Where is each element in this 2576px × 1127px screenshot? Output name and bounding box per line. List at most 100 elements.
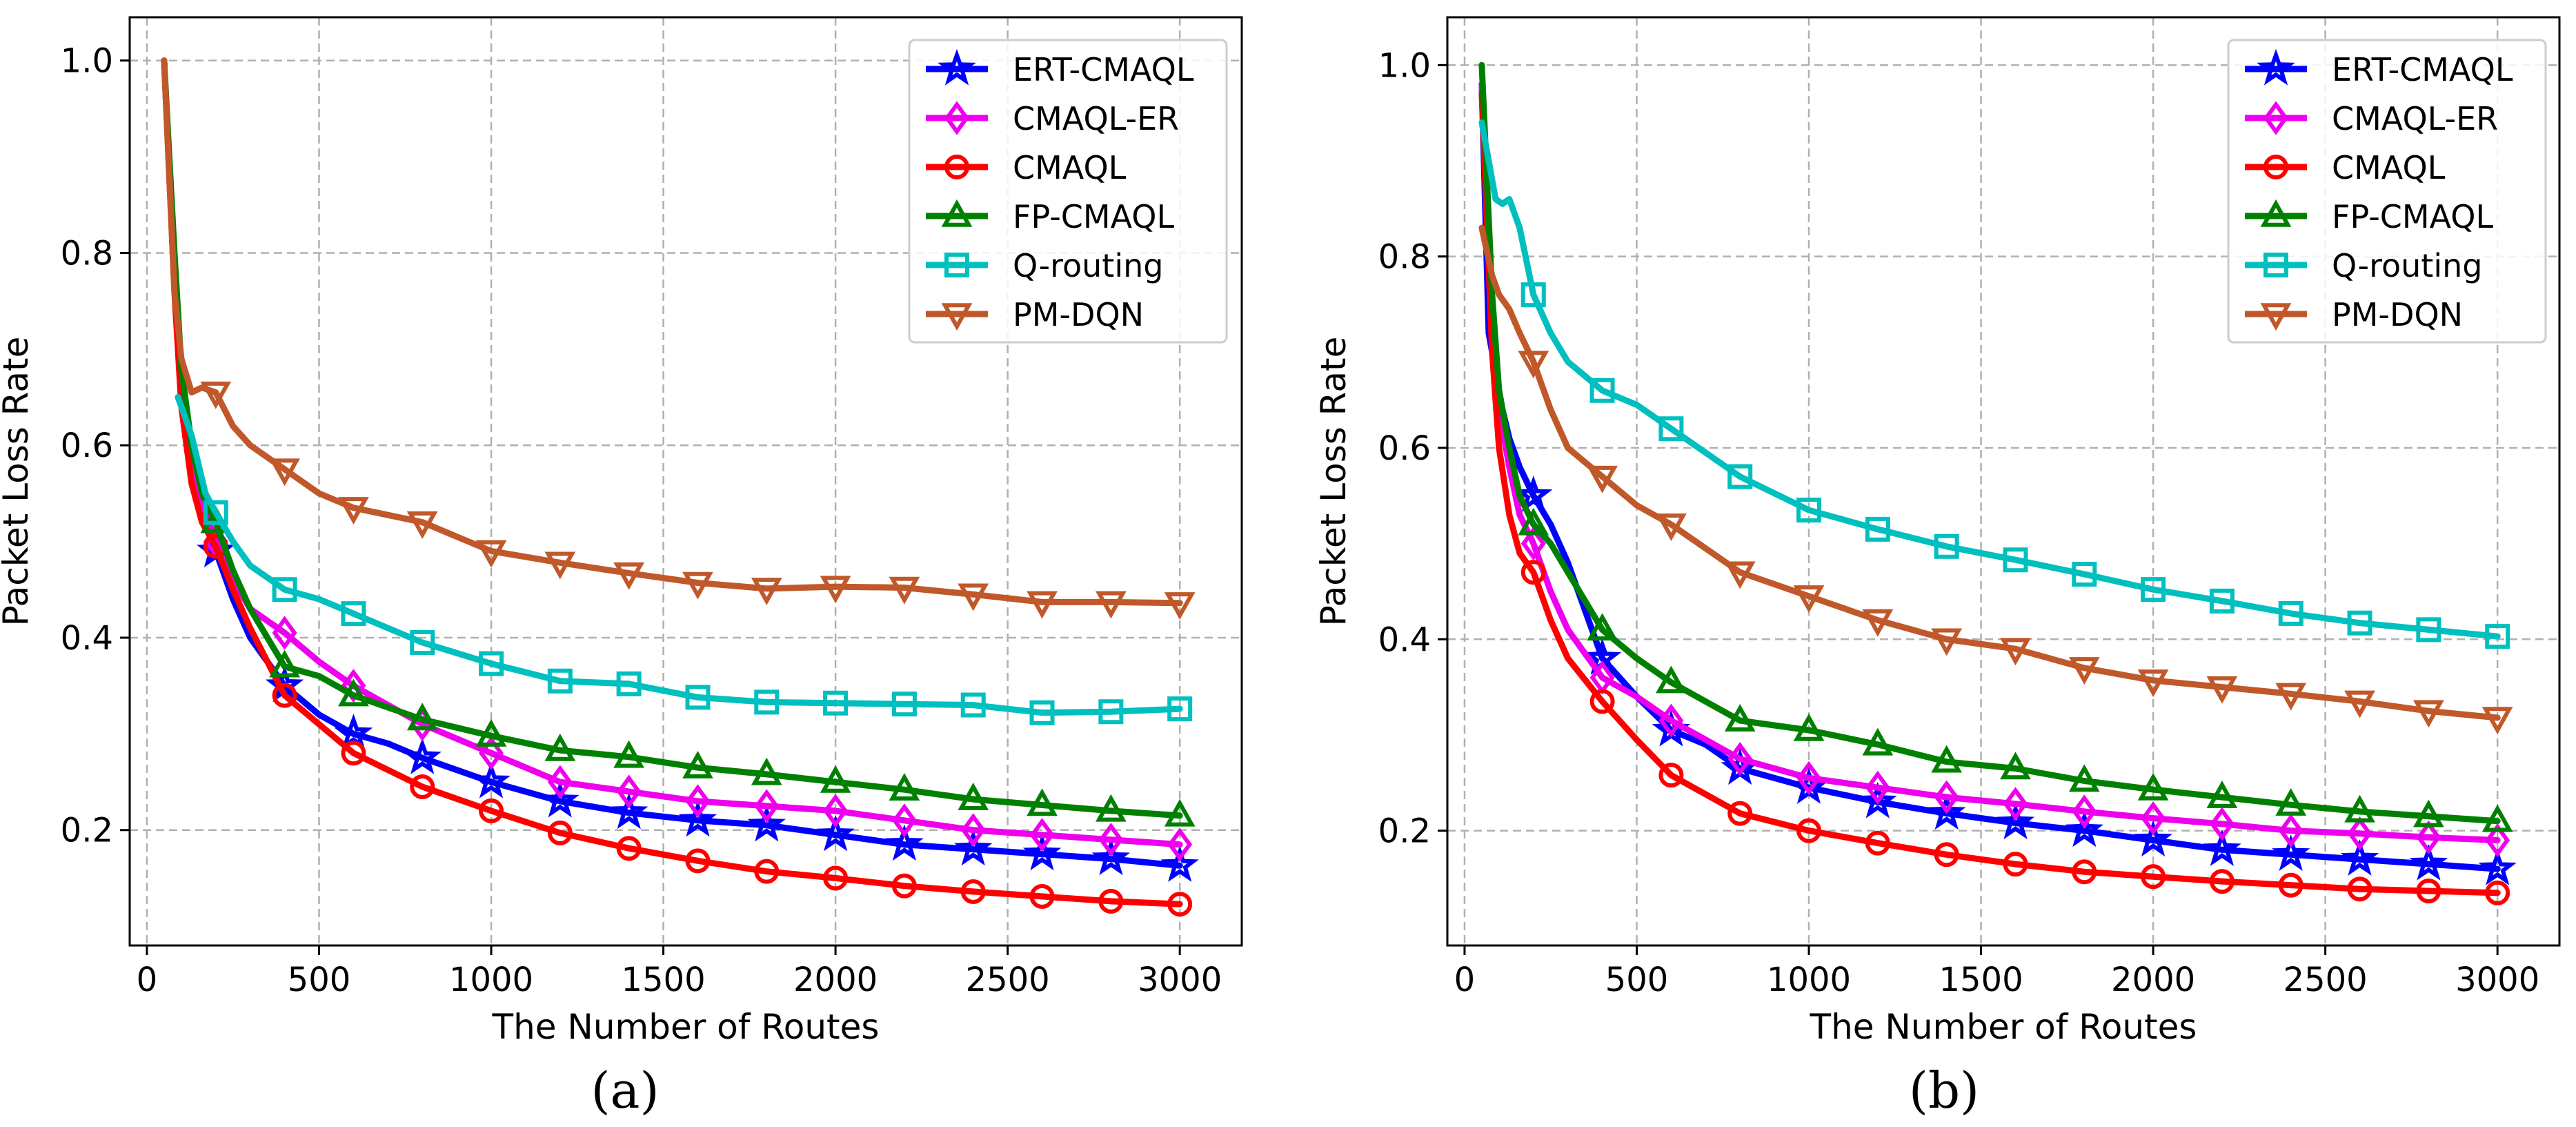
x-tick-label: 0 — [1454, 961, 1476, 999]
data-point-cmaql-er — [2347, 816, 2372, 851]
data-point-cmaql-er — [1029, 818, 1055, 852]
data-point-cmaql — [547, 821, 573, 845]
data-point-ert-cmaql — [2340, 839, 2379, 876]
data-point-q-routing — [823, 690, 849, 716]
data-point-ert-cmaql — [2065, 810, 2103, 847]
data-point-cmaql — [272, 683, 297, 708]
y-tick-label: 0.8 — [1378, 238, 1431, 277]
data-point-cmaql-er — [616, 774, 642, 809]
data-point-pm-dqn — [682, 571, 713, 600]
data-point-q-routing — [1589, 378, 1615, 403]
data-point-ert-cmaql — [816, 814, 855, 852]
data-point-cmaql-er — [272, 616, 297, 650]
data-point-cmaql — [410, 774, 435, 799]
data-point-q-routing — [410, 629, 435, 655]
data-point-cmaql — [1727, 801, 1753, 826]
data-point-cmaql — [685, 848, 711, 874]
data-point-fp-cmaql — [682, 751, 713, 778]
data-point-pm-dqn — [1518, 351, 1549, 379]
data-point-pm-dqn — [820, 576, 851, 604]
data-point-q-routing — [2278, 600, 2303, 626]
data-point-cmaql — [1167, 892, 1193, 917]
data-point-fp-cmaql — [1095, 794, 1127, 822]
data-point-cmaql — [1029, 884, 1055, 909]
legend-marker-cmaql-er — [2263, 101, 2288, 135]
data-point-cmaql — [960, 879, 986, 904]
data-point-cmaql — [1934, 842, 1959, 868]
x-tick-label: 2500 — [2283, 961, 2368, 999]
data-point-ert-cmaql — [1927, 793, 1966, 830]
data-point-fp-cmaql — [751, 757, 782, 785]
data-point-ert-cmaql — [403, 738, 442, 774]
data-point-pm-dqn — [1656, 513, 1687, 542]
legend-label-ert-cmaql: ERT-CMAQL — [1013, 51, 1194, 88]
data-point-fp-cmaql — [1518, 507, 1549, 536]
y-axis-label: Packet Loss Rate — [0, 337, 36, 627]
y-tick-label: 0.6 — [1378, 429, 1431, 468]
data-point-fp-cmaql — [1656, 665, 1687, 694]
data-point-fp-cmaql — [2137, 772, 2169, 801]
legend-label-q-routing: Q-routing — [2332, 247, 2482, 284]
data-point-pm-dqn — [2206, 676, 2238, 704]
data-point-fp-cmaql — [1793, 713, 1825, 741]
legend-marker-cmaql-er — [944, 101, 969, 135]
data-point-ert-cmaql — [472, 761, 511, 798]
x-tick-label: 2000 — [793, 961, 878, 999]
series-line-fp-cmaql — [1478, 61, 2501, 825]
data-point-q-routing — [754, 689, 780, 715]
data-point-cmaql — [1658, 763, 1684, 788]
data-point-q-routing — [272, 577, 297, 602]
data-point-cmaql — [1098, 888, 1124, 914]
data-point-cmaql — [616, 836, 642, 861]
y-tick-label: 0.2 — [61, 812, 113, 850]
data-point-cmaql — [2003, 852, 2028, 877]
data-point-q-routing — [616, 671, 642, 696]
data-point-q-routing — [2416, 617, 2441, 643]
data-point-cmaql-er — [1727, 742, 1753, 776]
series-line-cmaql — [161, 57, 1183, 908]
data-point-cmaql-er — [891, 803, 917, 838]
legend-marker-ert-cmaql — [938, 48, 976, 86]
x-tick-label: 0 — [137, 961, 158, 999]
data-point-q-routing — [891, 692, 917, 717]
legend-marker-fp-cmaql — [2260, 199, 2292, 227]
panel-caption: (a) — [591, 1061, 659, 1119]
data-point-pm-dqn — [269, 458, 300, 487]
data-point-cmaql-er — [823, 794, 849, 828]
legend: ERT-CMAQL CMAQL-ER CMAQL FP-CMAQL Q-routing P… — [2227, 39, 2547, 344]
data-point-pm-dqn — [2000, 638, 2031, 666]
legend-label-cmaql: CMAQL — [2332, 149, 2446, 186]
data-point-q-routing — [203, 500, 228, 525]
data-point-cmaql-er — [479, 736, 504, 770]
data-point-ert-cmaql — [2478, 848, 2517, 885]
data-point-q-routing — [1520, 282, 1546, 308]
data-point-cmaql-er — [547, 765, 573, 799]
data-point-cmaql — [823, 865, 849, 891]
panel-b: 0 500 1000 1500 2000 2500 3000 0.2 0.4 0.6 0.8 1.0 T… — [1314, 16, 2561, 1119]
data-point-cmaql — [2347, 876, 2372, 902]
data-point-ert-cmaql — [885, 824, 924, 861]
x-axis-label: The Number of Routes — [492, 1007, 880, 1047]
data-point-cmaql — [2072, 859, 2097, 885]
data-point-q-routing — [1029, 700, 1055, 725]
data-point-cmaql — [1865, 830, 1890, 856]
data-point-fp-cmaql — [338, 678, 369, 707]
data-point-ert-cmaql — [1091, 839, 1131, 876]
data-point-pm-dqn — [1724, 561, 1756, 589]
data-point-pm-dqn — [1931, 628, 1963, 656]
data-point-pm-dqn — [200, 381, 232, 409]
data-point-q-routing — [1865, 516, 1890, 542]
data-point-q-routing — [1727, 464, 1753, 489]
x-tick-label: 3000 — [1138, 961, 1222, 999]
data-point-fp-cmaql — [1027, 788, 1058, 816]
data-point-pm-dqn — [2412, 700, 2444, 728]
data-point-fp-cmaql — [1724, 704, 1756, 732]
data-point-q-routing — [685, 685, 711, 710]
data-point-cmaql — [479, 798, 504, 823]
legend-label-cmaql-er: CMAQL-ER — [2332, 100, 2498, 137]
legend: ERT-CMAQL CMAQL-ER CMAQL FP-CMAQL Q-routing P… — [908, 39, 1228, 344]
data-point-cmaql-er — [341, 669, 366, 703]
legend-marker-q-routing — [944, 253, 969, 277]
data-point-pm-dqn — [751, 578, 782, 606]
y-axis-label: Packet Loss Rate — [1314, 337, 1354, 627]
